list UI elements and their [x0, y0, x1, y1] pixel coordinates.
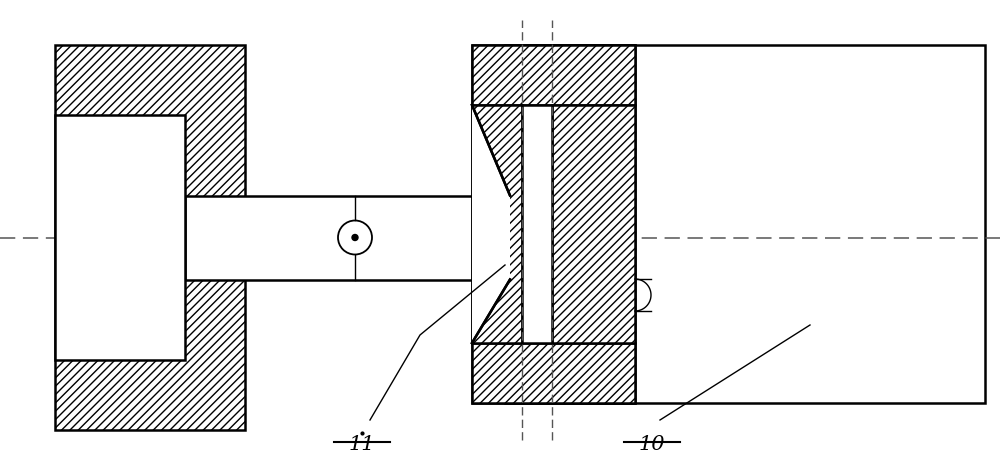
Bar	[472, 45, 635, 403]
Bar	[472, 343, 635, 403]
Bar	[522, 105, 552, 343]
Circle shape	[338, 220, 372, 255]
Bar	[472, 343, 635, 403]
Bar	[472, 105, 522, 343]
Circle shape	[352, 235, 358, 240]
Bar	[472, 196, 510, 279]
Bar	[472, 105, 522, 343]
Bar	[552, 105, 635, 343]
Bar	[552, 105, 635, 343]
Bar	[505, 45, 985, 403]
Bar	[185, 196, 510, 279]
Bar	[55, 115, 185, 360]
Polygon shape	[472, 105, 510, 343]
Bar	[55, 45, 245, 430]
Bar	[472, 45, 635, 105]
Text: 10: 10	[639, 435, 665, 454]
Bar	[472, 45, 635, 105]
Text: 11: 11	[349, 435, 375, 454]
Bar	[55, 45, 245, 430]
